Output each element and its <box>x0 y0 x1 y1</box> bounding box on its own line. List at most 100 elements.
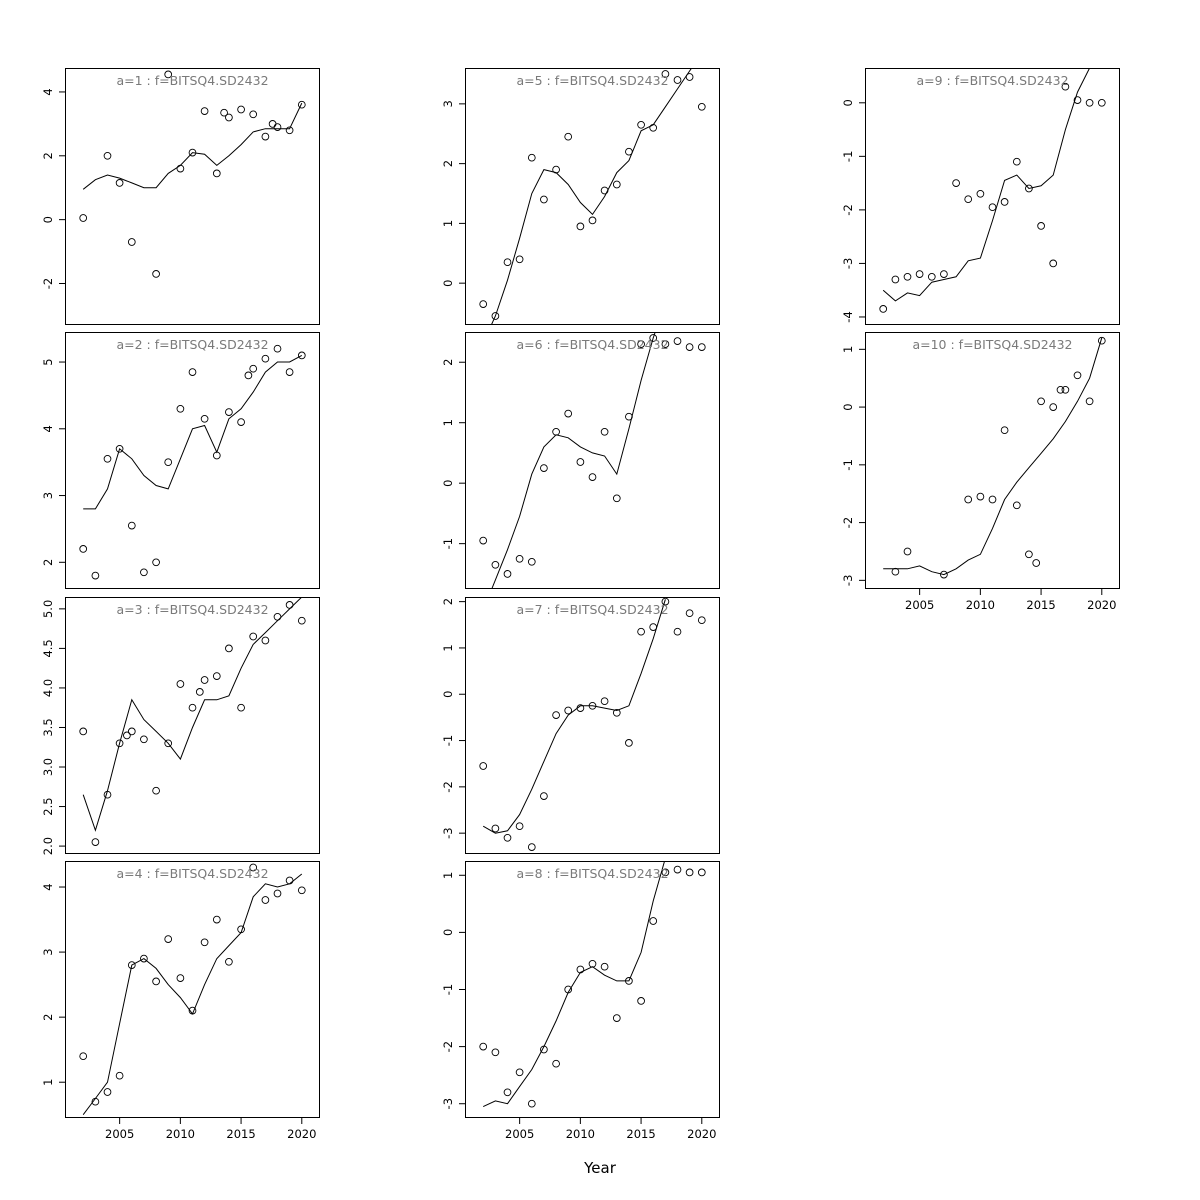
y-tick-label: 1 <box>841 346 855 353</box>
panel-title: a=10 : f=BITSQ4.SD2432 <box>912 337 1072 352</box>
y-tick-label: -2 <box>841 517 855 528</box>
panel-border <box>865 68 1120 325</box>
panel-border <box>65 68 320 325</box>
data-point <box>649 334 658 342</box>
y-tick-label: -3 <box>441 827 455 838</box>
trend-line <box>491 332 656 589</box>
data-point <box>103 1088 112 1096</box>
data-point <box>91 571 100 580</box>
y-tick-label: 1 <box>441 220 455 227</box>
data-point <box>273 612 282 621</box>
data-point <box>649 917 658 925</box>
data-point <box>249 632 258 641</box>
data-point <box>552 711 560 719</box>
data-point <box>600 697 609 706</box>
trend-line <box>882 68 1091 302</box>
data-point <box>237 105 245 114</box>
data-point <box>237 703 245 712</box>
data-point <box>479 762 488 770</box>
data-point <box>152 977 160 986</box>
data-point <box>879 305 888 313</box>
panel-a1: a=1 : f=BITSQ4.SD2432 -2 0 2 4 <box>41 68 320 325</box>
panel-a5: a=5 : f=BITSQ4.SD2432 0 1 2 3 <box>441 68 720 325</box>
x-axis-title: Year <box>583 1159 617 1177</box>
data-point <box>140 568 148 577</box>
x-tick-label: 2015 <box>226 1127 255 1141</box>
data-point <box>637 120 645 129</box>
data-point <box>1049 403 1058 411</box>
data-point <box>1061 385 1070 394</box>
data-point <box>685 343 694 351</box>
x-tick-label: 2005 <box>105 1127 134 1141</box>
data-point <box>115 179 124 187</box>
data-point <box>988 495 997 504</box>
y-tick-label: 1 <box>41 1079 55 1086</box>
data-point <box>673 337 682 345</box>
data-point <box>103 454 112 463</box>
x-tick-label: 2020 <box>1087 598 1116 612</box>
data-point <box>1073 96 1082 104</box>
data-point <box>176 404 185 413</box>
data-point <box>164 70 173 79</box>
trend-line <box>482 599 666 834</box>
data-point <box>176 680 185 688</box>
data-point <box>123 731 131 740</box>
data-point <box>188 368 197 376</box>
data-point <box>515 822 524 831</box>
data-point <box>285 368 294 376</box>
y-tick-label: 2.0 <box>41 837 55 855</box>
data-point <box>564 985 573 994</box>
data-point <box>127 961 136 969</box>
data-point <box>1000 198 1009 206</box>
data-point <box>152 786 160 795</box>
data-point <box>1012 157 1021 166</box>
data-point <box>79 545 88 553</box>
y-tick-label: -1 <box>441 538 455 549</box>
data-point <box>685 609 694 618</box>
data-point <box>249 364 258 373</box>
data-point <box>195 688 204 696</box>
data-point <box>491 560 500 569</box>
data-point <box>273 123 282 131</box>
y-tick-label: -3 <box>841 258 855 269</box>
data-point <box>237 418 245 426</box>
y-tick-label: 4 <box>41 883 55 890</box>
data-point <box>612 1014 621 1022</box>
data-point <box>600 186 609 195</box>
data-point <box>91 838 100 846</box>
data-point <box>540 792 548 800</box>
data-point <box>685 868 694 877</box>
y-tick-label: 2 <box>41 152 55 159</box>
y-tick-label: -1 <box>441 984 455 995</box>
scatter-points <box>479 597 706 851</box>
scatter-points <box>479 865 706 1108</box>
data-point <box>220 108 228 117</box>
y-tick-label: 1 <box>441 644 455 651</box>
data-point <box>212 169 221 178</box>
data-point <box>503 1088 512 1097</box>
y-tick-label: 4 <box>41 88 55 95</box>
data-point <box>515 554 524 563</box>
data-point <box>891 275 900 284</box>
data-point <box>127 238 136 246</box>
trend-line <box>83 354 303 510</box>
data-point <box>903 547 912 556</box>
y-tick-label: 3 <box>41 492 55 499</box>
panel-a7: a=7 : f=BITSQ4.SD2432 -3 -2 -1 0 1 2 <box>441 597 720 854</box>
data-point <box>479 1042 488 1051</box>
trend-line <box>82 597 303 832</box>
panel-a4: a=4 : f=BITSQ4.SD2432 1 2 3 4 2005 2010 2015 202… <box>41 861 320 1141</box>
data-point <box>1097 336 1106 345</box>
data-point <box>1037 397 1045 406</box>
data-point <box>268 120 277 128</box>
data-point <box>261 636 270 645</box>
data-point <box>625 977 633 985</box>
data-point <box>625 412 633 421</box>
y-tick-label: 5.0 <box>41 600 55 618</box>
scatter-points <box>79 344 306 580</box>
data-point <box>79 1052 88 1061</box>
data-point <box>625 739 633 747</box>
data-point <box>176 974 185 982</box>
